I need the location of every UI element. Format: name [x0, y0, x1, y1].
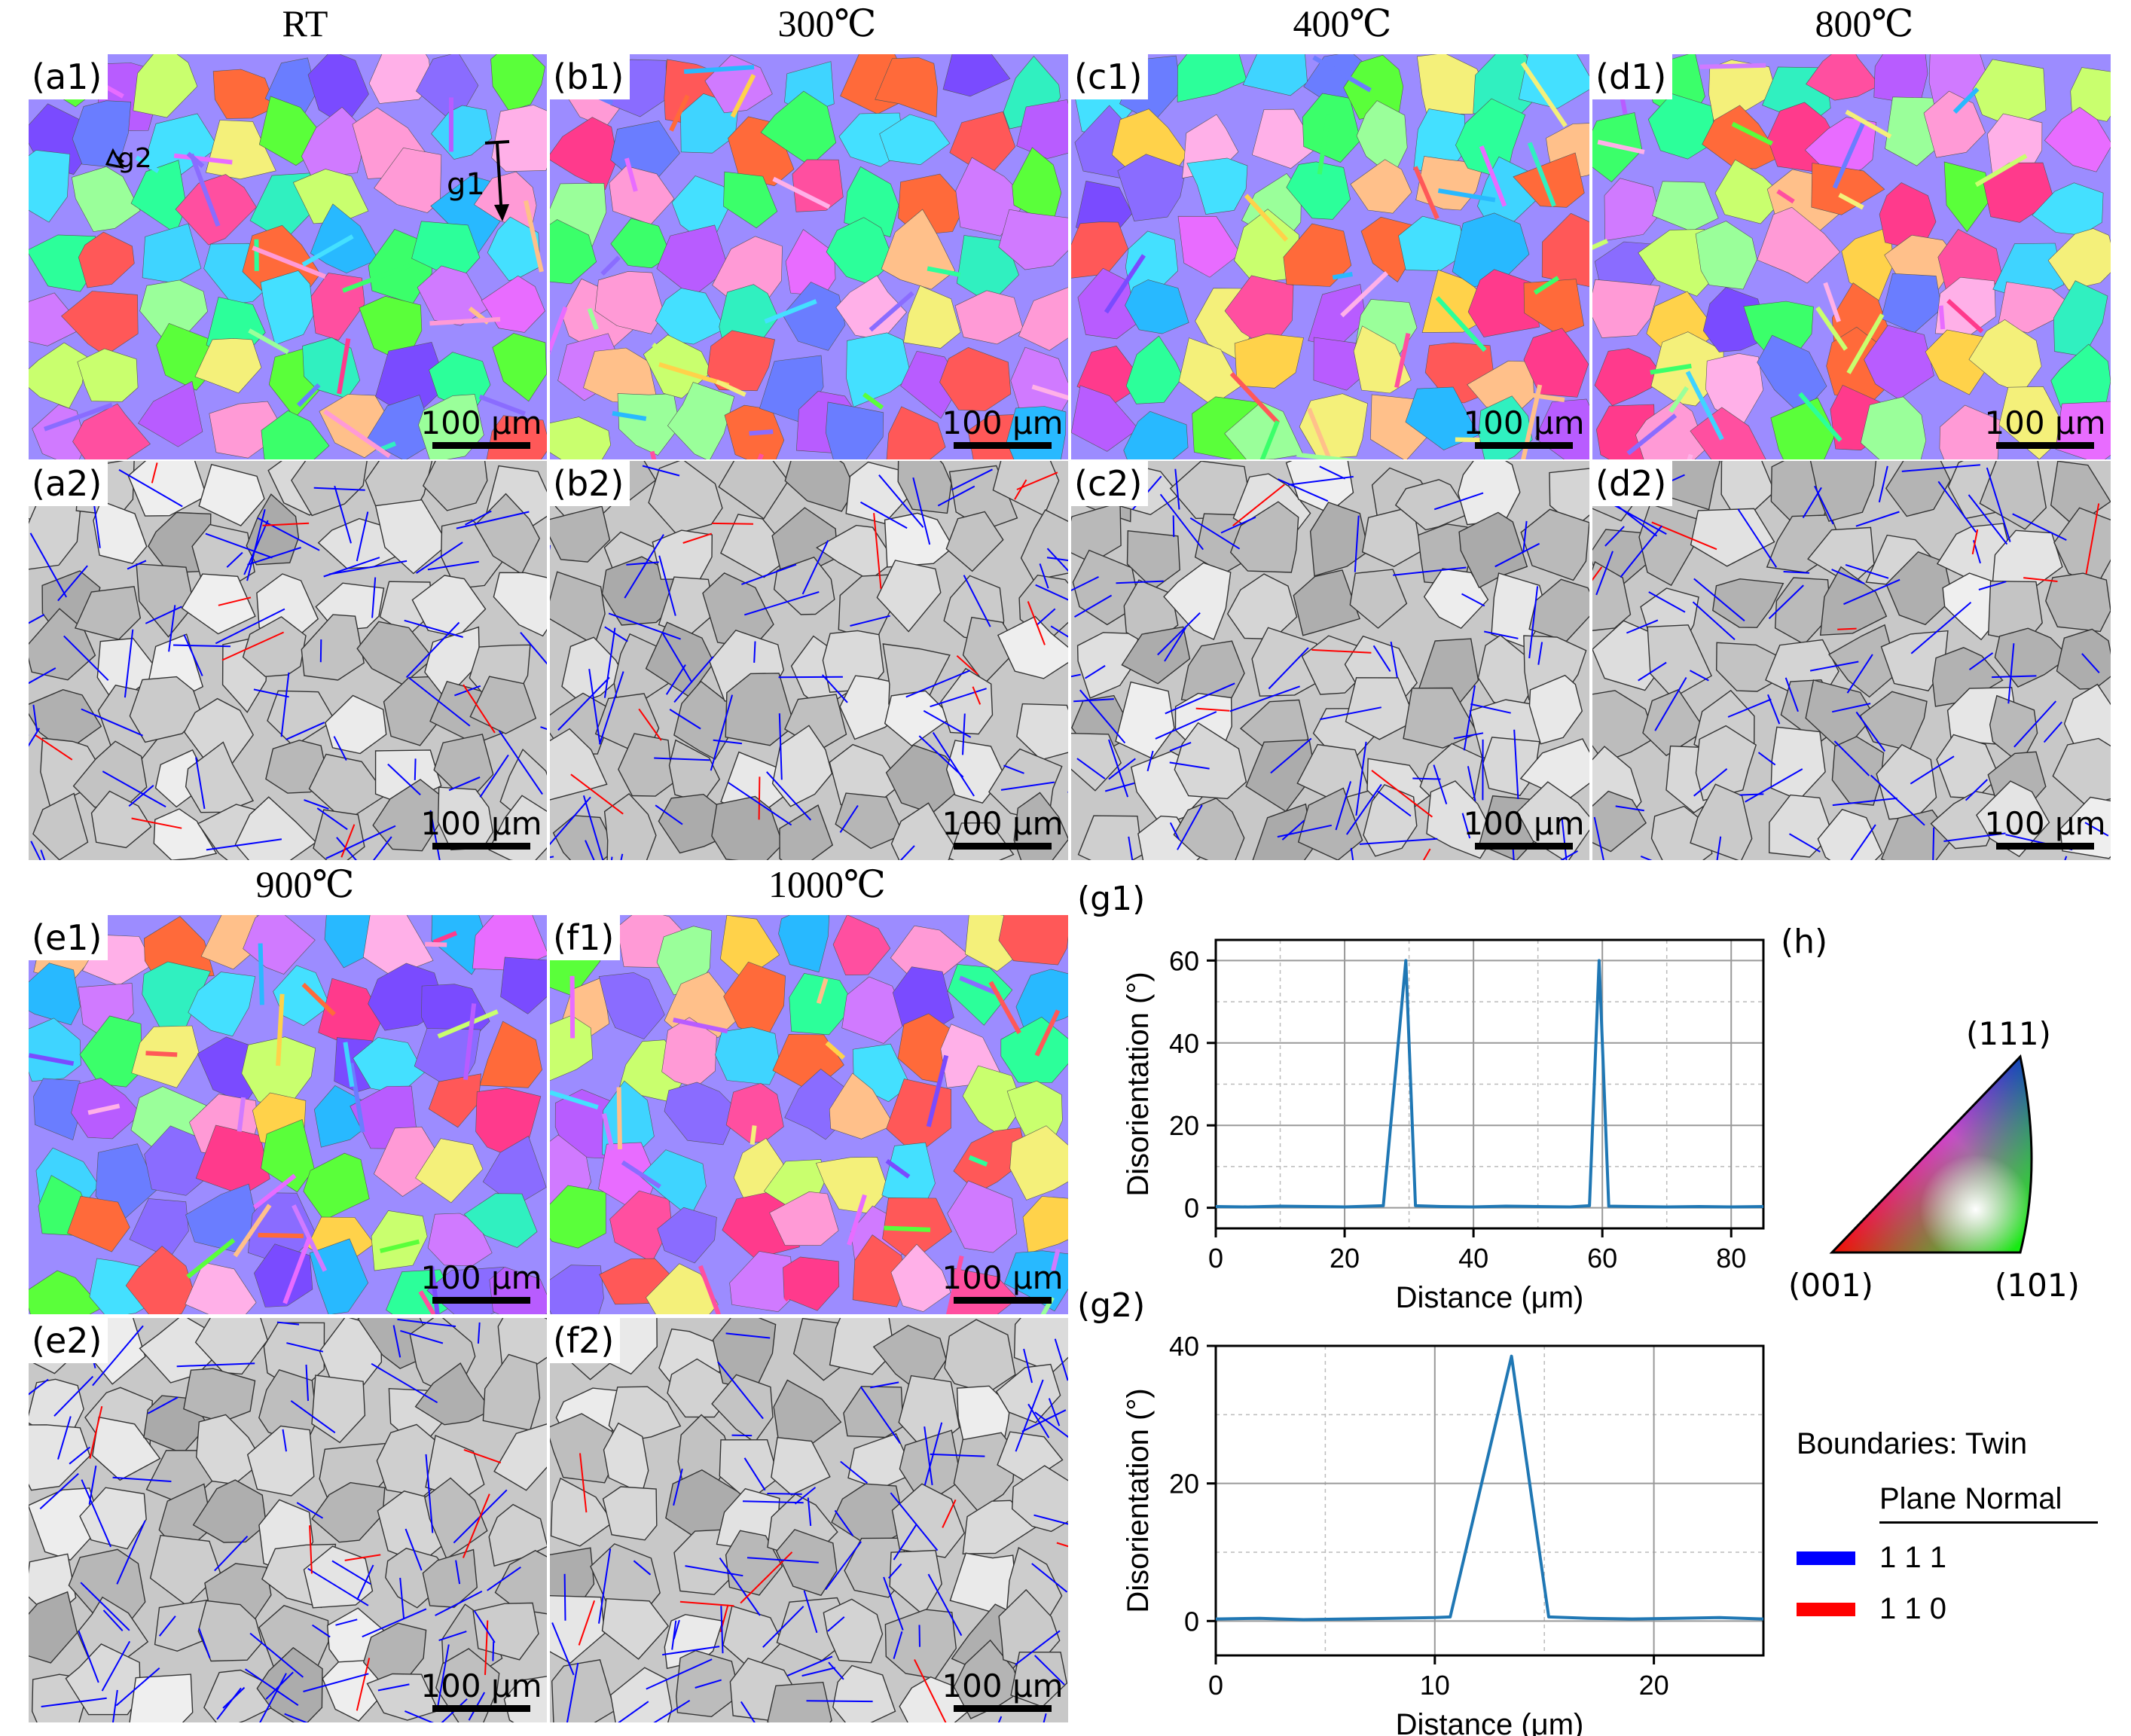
boundary-map-b2: (b2) 100 μm — [550, 461, 1068, 860]
title-rt: RT — [282, 2, 328, 44]
title-1000c: 1000℃ — [768, 863, 886, 905]
panel-label-d2: (d2) — [1592, 461, 1673, 506]
x-tick-label: 40 — [1458, 1243, 1488, 1274]
scale-bar-a1: 100 μm — [420, 407, 542, 449]
legend-title: Boundaries: Twin — [1797, 1427, 2028, 1460]
y-tick-label: 20 — [1169, 1469, 1199, 1500]
ipf-legend — [1823, 1051, 2064, 1263]
grain-texture — [550, 54, 1068, 459]
series-line-profile — [1215, 1354, 1764, 1622]
marker-g2: g2 — [118, 143, 152, 174]
title-800c: 800℃ — [1815, 2, 1914, 44]
boundary-texture — [550, 461, 1068, 860]
scale-bar-d1: 100 μm — [1984, 407, 2106, 449]
boundary-texture — [1071, 461, 1589, 860]
scale-bar-f2: 100 μm — [942, 1670, 1064, 1712]
ipf-map-e1: (e1) 100 μm — [29, 915, 547, 1314]
title-900c: 900℃ — [255, 863, 355, 905]
series-line-profile — [1215, 959, 1764, 1209]
x-tick-label: 0 — [1208, 1243, 1223, 1274]
legend-label-111: 1 1 1 — [1879, 1541, 1946, 1574]
panel-label-d1: (d1) — [1592, 54, 1673, 99]
panel-label-g1: (g1) — [1077, 880, 1146, 918]
ipf-map-a1: (a1) g1 g2 100 μm — [29, 54, 547, 459]
y-axis-label: Disorientation (°) — [1122, 972, 1155, 1196]
panel-label-a2: (a2) — [29, 461, 108, 506]
legend-label-110: 1 1 0 — [1879, 1592, 1946, 1625]
y-tick-label: 60 — [1169, 945, 1199, 976]
scale-bar-a2: 100 μm — [420, 807, 542, 850]
legend-swatch-110 — [1797, 1603, 1855, 1616]
panel-label-e1: (e1) — [29, 915, 108, 960]
panel-label-e2: (e2) — [29, 1318, 108, 1363]
ipf-label-101: (101) — [1995, 1267, 2080, 1304]
grain-texture — [1592, 54, 2111, 459]
plot-frame — [1214, 1344, 1765, 1657]
scale-bar-f1: 100 μm — [942, 1262, 1064, 1304]
panel-label-a1: (a1) — [29, 54, 108, 99]
marker-g1: g1 — [447, 167, 485, 202]
ipf-map-f1: (f1) 100 μm — [550, 915, 1068, 1314]
ipf-color-triangle — [1829, 1054, 2033, 1254]
panel-label-b1: (b1) — [550, 54, 630, 99]
scale-bar-b1: 100 μm — [942, 407, 1064, 449]
x-axis-label: Distance (μm) — [1396, 1281, 1584, 1314]
y-tick-label: 0 — [1184, 1193, 1199, 1224]
boundary-map-a2: (a2) 100 μm — [29, 461, 547, 860]
boundary-texture — [29, 461, 547, 860]
scale-bar-e1: 100 μm — [420, 1262, 542, 1304]
legend-underline — [1879, 1521, 2098, 1524]
y-axis-label: Disorientation (°) — [1122, 1388, 1155, 1612]
y-tick-label: 40 — [1169, 1331, 1199, 1362]
boundary-texture — [550, 1318, 1068, 1722]
grain-texture — [29, 54, 547, 459]
grain-texture — [550, 915, 1068, 1314]
grain-texture — [29, 915, 547, 1314]
x-tick-label: 80 — [1716, 1243, 1746, 1274]
ipf-label-001: (001) — [1788, 1267, 1873, 1304]
y-tick-label: 20 — [1169, 1110, 1199, 1141]
ipf-map-d1: (d1) 100 μm — [1592, 54, 2111, 459]
scale-bar-c2: 100 μm — [1463, 807, 1585, 850]
scale-bar-d2: 100 μm — [1984, 807, 2106, 850]
panel-label-c1: (c1) — [1071, 54, 1149, 99]
legend-subtitle: Plane Normal — [1879, 1482, 2062, 1515]
boundary-map-e2: (e2) 100 μm — [29, 1318, 547, 1722]
scale-bar-c1: 100 μm — [1463, 407, 1585, 449]
panel-label-f1: (f1) — [550, 915, 621, 960]
panel-label-h: (h) — [1781, 923, 1828, 961]
x-axis-label: Distance (μm) — [1396, 1708, 1584, 1736]
boundary-map-f2: (f2) 100 μm — [550, 1318, 1068, 1722]
boundary-map-d2: (d2) 100 μm — [1592, 461, 2111, 860]
boundary-texture — [29, 1318, 547, 1722]
x-tick-label: 0 — [1208, 1670, 1223, 1701]
scale-bar-b2: 100 μm — [942, 807, 1064, 850]
ipf-label-111: (111) — [1966, 1015, 2051, 1052]
legend-swatch-111 — [1797, 1551, 1855, 1565]
y-tick-label: 0 — [1184, 1606, 1199, 1637]
boundary-map-c2: (c2) 100 μm — [1071, 461, 1589, 860]
boundary-texture — [1592, 461, 2111, 860]
grain-texture — [1071, 54, 1589, 459]
line-scan-g1-arrow — [105, 140, 510, 221]
panel-label-f2: (f2) — [550, 1318, 621, 1363]
scale-bar-e2: 100 μm — [420, 1670, 542, 1712]
panel-label-b2: (b2) — [550, 461, 630, 506]
panel-label-c2: (c2) — [1071, 461, 1149, 506]
title-400c: 400℃ — [1293, 2, 1392, 44]
panel-label-g2: (g2) — [1077, 1286, 1146, 1325]
plot-frame — [1214, 938, 1765, 1230]
x-tick-label: 60 — [1587, 1243, 1617, 1274]
x-tick-label: 10 — [1420, 1670, 1450, 1701]
x-tick-label: 20 — [1639, 1670, 1669, 1701]
x-tick-label: 20 — [1330, 1243, 1360, 1274]
ipf-map-c1: (c1) 100 μm — [1071, 54, 1589, 459]
y-tick-label: 40 — [1169, 1028, 1199, 1059]
ipf-map-b1: (b1) 100 μm — [550, 54, 1068, 459]
title-300c: 300℃ — [777, 2, 877, 44]
